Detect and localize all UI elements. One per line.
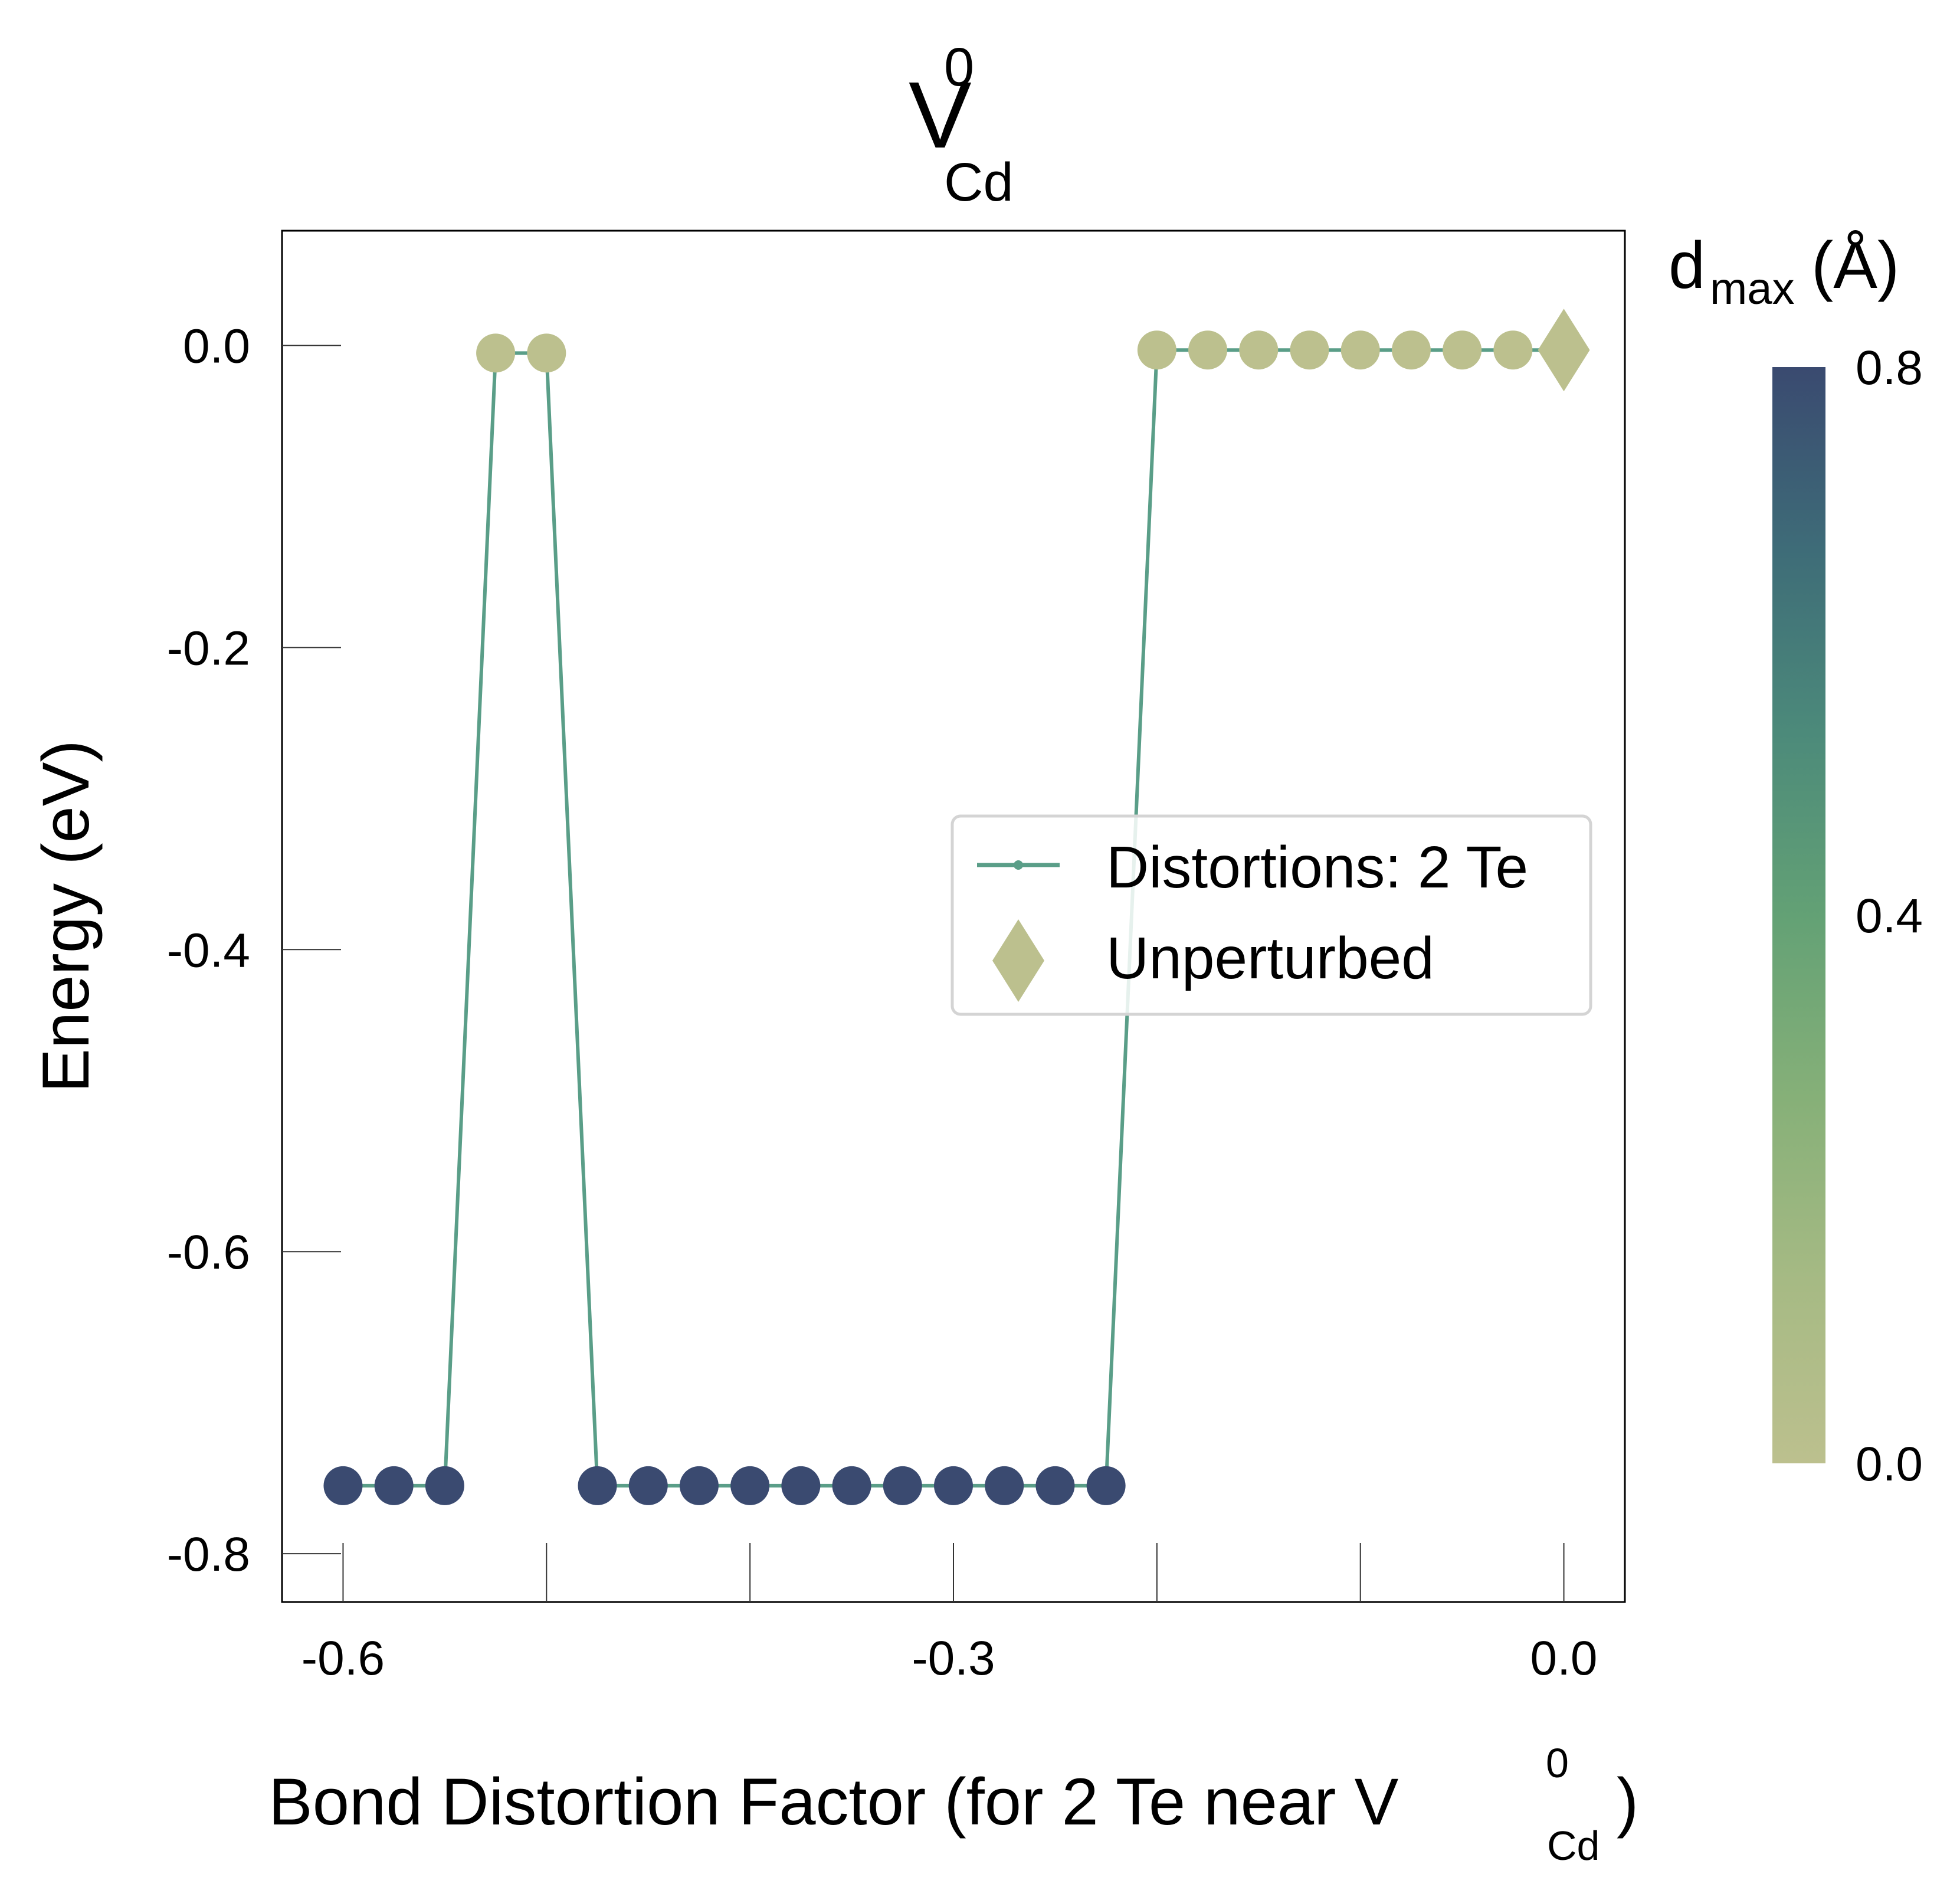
data-point-6 bbox=[628, 1466, 668, 1505]
x-tick-label-1: -0.3 bbox=[912, 1632, 995, 1685]
data-point-9 bbox=[781, 1466, 821, 1505]
data-point-14 bbox=[1035, 1466, 1075, 1505]
colorbar-label-unit: (Å) bbox=[1811, 228, 1899, 302]
y-tick-label-0: 0.0 bbox=[183, 320, 250, 374]
data-point-8 bbox=[730, 1466, 770, 1505]
data-point-20 bbox=[1340, 330, 1380, 370]
colorbar-tick-label-0: 0.8 bbox=[1856, 341, 1923, 395]
axis-tick-labels: -0.6 -0.3 0.0 0.0 -0.2 -0.4 -0.6 -0.8 bbox=[167, 320, 1598, 1685]
data-point-12 bbox=[934, 1466, 973, 1505]
y-tick-label-2: -0.4 bbox=[167, 923, 250, 977]
data-point-7 bbox=[679, 1466, 719, 1505]
colorbar-label-sub: max bbox=[1710, 264, 1795, 314]
chart-title-sup: 0 bbox=[944, 37, 974, 97]
colorbar-tick-label-2: 0.0 bbox=[1856, 1437, 1923, 1491]
data-point-1 bbox=[374, 1466, 414, 1505]
data-point-3 bbox=[476, 333, 516, 373]
x-axis-label-main: Bond Distortion Factor (for 2 Te near V bbox=[268, 1765, 1399, 1839]
legend-diamond-swatch bbox=[992, 919, 1044, 1002]
data-point-17 bbox=[1188, 330, 1228, 370]
y-tick-label-3: -0.6 bbox=[167, 1226, 250, 1279]
y-tick-label-1: -0.2 bbox=[167, 621, 250, 675]
x-axis-label-sup: 0 bbox=[1546, 1740, 1569, 1786]
chart-title-sub: Cd bbox=[944, 152, 1014, 212]
data-point-5 bbox=[578, 1466, 617, 1505]
colorbar-label: d bbox=[1669, 228, 1705, 302]
legend: Distortions: 2 Te Unperturbed bbox=[950, 814, 1592, 1016]
data-point-0 bbox=[323, 1466, 363, 1505]
legend-label-distortions: Distortions: 2 Te bbox=[1106, 834, 1528, 900]
x-axis-label: Bond Distortion Factor (for 2 Te near V bbox=[268, 1765, 1399, 1839]
data-point-18 bbox=[1239, 330, 1279, 370]
legend-frame bbox=[950, 814, 1592, 1016]
y-tick-label-4: -0.8 bbox=[167, 1528, 250, 1581]
data-point-10 bbox=[832, 1466, 871, 1505]
marker-layer bbox=[323, 309, 1590, 1505]
colorbar-label-main: d bbox=[1669, 228, 1705, 302]
x-tick-label-0: -0.6 bbox=[301, 1632, 385, 1685]
data-point-4 bbox=[527, 333, 566, 373]
data-point-19 bbox=[1290, 330, 1329, 370]
data-point-13 bbox=[985, 1466, 1024, 1505]
chart-title: V bbox=[909, 62, 972, 168]
colorbar bbox=[1772, 367, 1825, 1463]
data-point-23 bbox=[1493, 330, 1533, 370]
colorbar-ticks: 0.8 0.4 0.0 bbox=[1856, 341, 1923, 1491]
data-point-11 bbox=[883, 1466, 922, 1505]
x-tick-label-2: 0.0 bbox=[1530, 1632, 1598, 1685]
title-base: V bbox=[909, 62, 972, 168]
y-axis-label: Energy (eV) bbox=[29, 740, 103, 1093]
x-axis-label-sub: Cd bbox=[1547, 1823, 1600, 1869]
legend-label-unperturbed: Unperturbed bbox=[1106, 925, 1434, 991]
unperturbed-point-0 bbox=[1538, 309, 1590, 392]
colorbar-tick-label-1: 0.4 bbox=[1856, 889, 1923, 943]
data-point-2 bbox=[425, 1466, 464, 1505]
legend-line-swatch-dot bbox=[1014, 860, 1023, 870]
x-axis-label-close: ) bbox=[1617, 1765, 1638, 1839]
data-point-16 bbox=[1137, 330, 1176, 370]
data-point-21 bbox=[1391, 330, 1431, 370]
data-point-22 bbox=[1443, 330, 1482, 370]
axis-ticks bbox=[282, 345, 1565, 1602]
data-point-15 bbox=[1086, 1466, 1126, 1505]
